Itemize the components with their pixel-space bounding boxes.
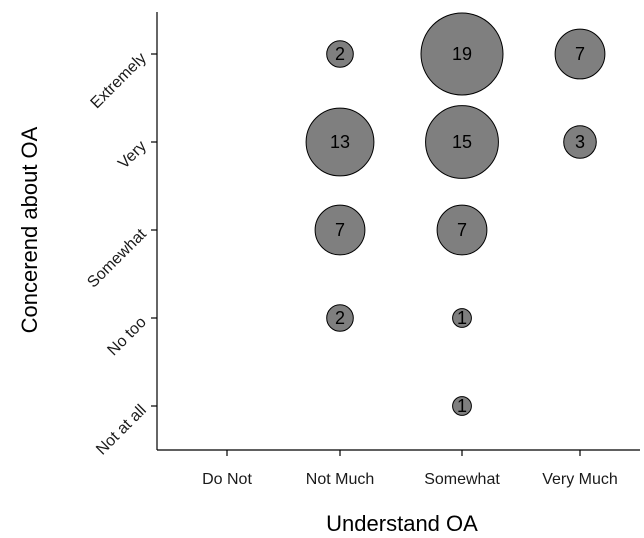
bubble-somewhat-no-too xyxy=(452,308,472,328)
y-tick-label-very: Very xyxy=(115,138,150,173)
bubble-not-much-no-too xyxy=(326,304,354,332)
bubble-not-much-very xyxy=(305,107,375,177)
bubble-label: 1 xyxy=(457,396,467,416)
bubble-label: 15 xyxy=(452,132,472,152)
axes xyxy=(156,12,640,451)
y-tick-label-extremely: Extremely xyxy=(88,50,150,112)
x-tick-label-somewhat: Somewhat xyxy=(424,471,500,488)
bubble-label: 13 xyxy=(330,132,350,152)
bubble-somewhat-not-at-all xyxy=(452,396,472,416)
bubble-label: 1 xyxy=(457,308,467,328)
x-tick-label-very-much: Very Much xyxy=(542,471,618,488)
bubble-label: 2 xyxy=(335,44,345,64)
bubble-label: 7 xyxy=(335,220,345,240)
bubbles: 2 19 7 13 15 3 7 7 2 1 1 xyxy=(305,12,606,416)
bubble-label: 7 xyxy=(575,44,585,64)
y-tick-label-no-too: No too xyxy=(104,314,149,359)
y-tick-label-somewhat: Somewhat xyxy=(84,225,150,291)
bubble-label: 7 xyxy=(457,220,467,240)
bubble-very-much-extremely xyxy=(554,28,606,80)
x-ticks: Do Not Not Much Somewhat Very Much xyxy=(202,450,618,488)
y-axis-title: Concerend about OA xyxy=(17,126,42,333)
bubble-label: 19 xyxy=(452,44,472,64)
bubble-label: 2 xyxy=(335,308,345,328)
x-tick-label-do-not: Do Not xyxy=(202,471,252,488)
y-tick-label-not-at-all: Not at all xyxy=(93,402,150,459)
bubble-somewhat-very xyxy=(425,105,499,179)
bubble-very-much-very xyxy=(563,125,597,159)
bubble-not-much-extremely xyxy=(326,40,354,68)
y-ticks: Not at all No too Somewhat Very Extremely xyxy=(84,50,157,459)
bubble-somewhat-somewhat xyxy=(436,204,488,256)
bubble-label: 3 xyxy=(575,132,585,152)
x-tick-label-not-much: Not Much xyxy=(306,471,374,488)
bubble-somewhat-extremely xyxy=(420,12,504,96)
x-axis-title: Understand OA xyxy=(326,511,478,536)
bubble-not-much-somewhat xyxy=(314,204,366,256)
